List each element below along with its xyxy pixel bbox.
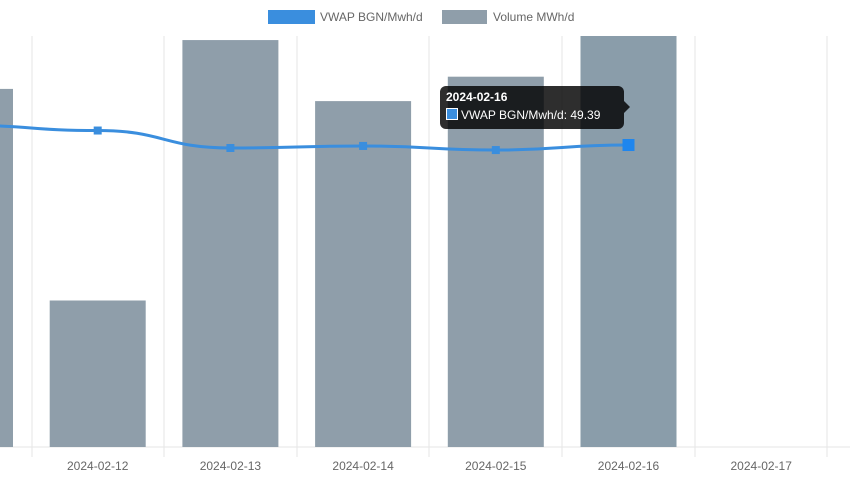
bar-2024-02-11[interactable] — [0, 88, 13, 447]
vwap-point-2024-02-14[interactable] — [359, 141, 368, 150]
x-axis: 2024-02-12 2024-02-13 2024-02-14 2024-02-15… — [67, 459, 792, 473]
bar-2024-02-14[interactable] — [315, 101, 412, 447]
tooltip-pointer — [624, 101, 630, 113]
x-tick-label-2024-02-15: 2024-02-15 — [465, 459, 527, 473]
vwap-point-2024-02-16[interactable] — [622, 139, 635, 152]
x-tick-label-2024-02-13: 2024-02-13 — [200, 459, 262, 473]
tooltip-swatch — [446, 108, 458, 120]
bar-2024-02-15[interactable] — [447, 76, 544, 448]
bar-2024-02-12[interactable] — [49, 300, 146, 447]
legend-label-vwap[interactable]: VWAP BGN/Mwh/d — [320, 10, 423, 24]
tooltip-value: VWAP BGN/Mwh/d: 49.39 — [461, 108, 601, 122]
x-tick-label-2024-02-12: 2024-02-12 — [67, 459, 129, 473]
x-tick-label-2024-02-16: 2024-02-16 — [598, 459, 660, 473]
line-series-vwap — [0, 124, 635, 155]
tooltip-row: VWAP BGN/Mwh/d: 49.39 — [446, 108, 600, 122]
tooltip: 2024-02-16 VWAP BGN/Mwh/d: 49.39 — [440, 86, 624, 129]
x-tick-label-2024-02-14: 2024-02-14 — [332, 459, 394, 473]
vwap-line — [0, 124, 629, 152]
legend: VWAP BGN/Mwh/d Volume MWh/d — [268, 10, 574, 24]
vwap-point-2024-02-15[interactable] — [491, 146, 500, 155]
vwap-point-2024-02-12[interactable] — [93, 126, 102, 135]
vwap-point-2024-02-13[interactable] — [226, 143, 235, 152]
legend-label-volume[interactable]: Volume MWh/d — [493, 10, 574, 24]
bar-2024-02-13[interactable] — [182, 40, 279, 447]
tooltip-title: 2024-02-16 — [446, 90, 508, 104]
legend-swatch-volume[interactable] — [442, 10, 487, 24]
x-tick-label-2024-02-17: 2024-02-17 — [731, 459, 793, 473]
legend-swatch-vwap[interactable] — [268, 10, 315, 24]
